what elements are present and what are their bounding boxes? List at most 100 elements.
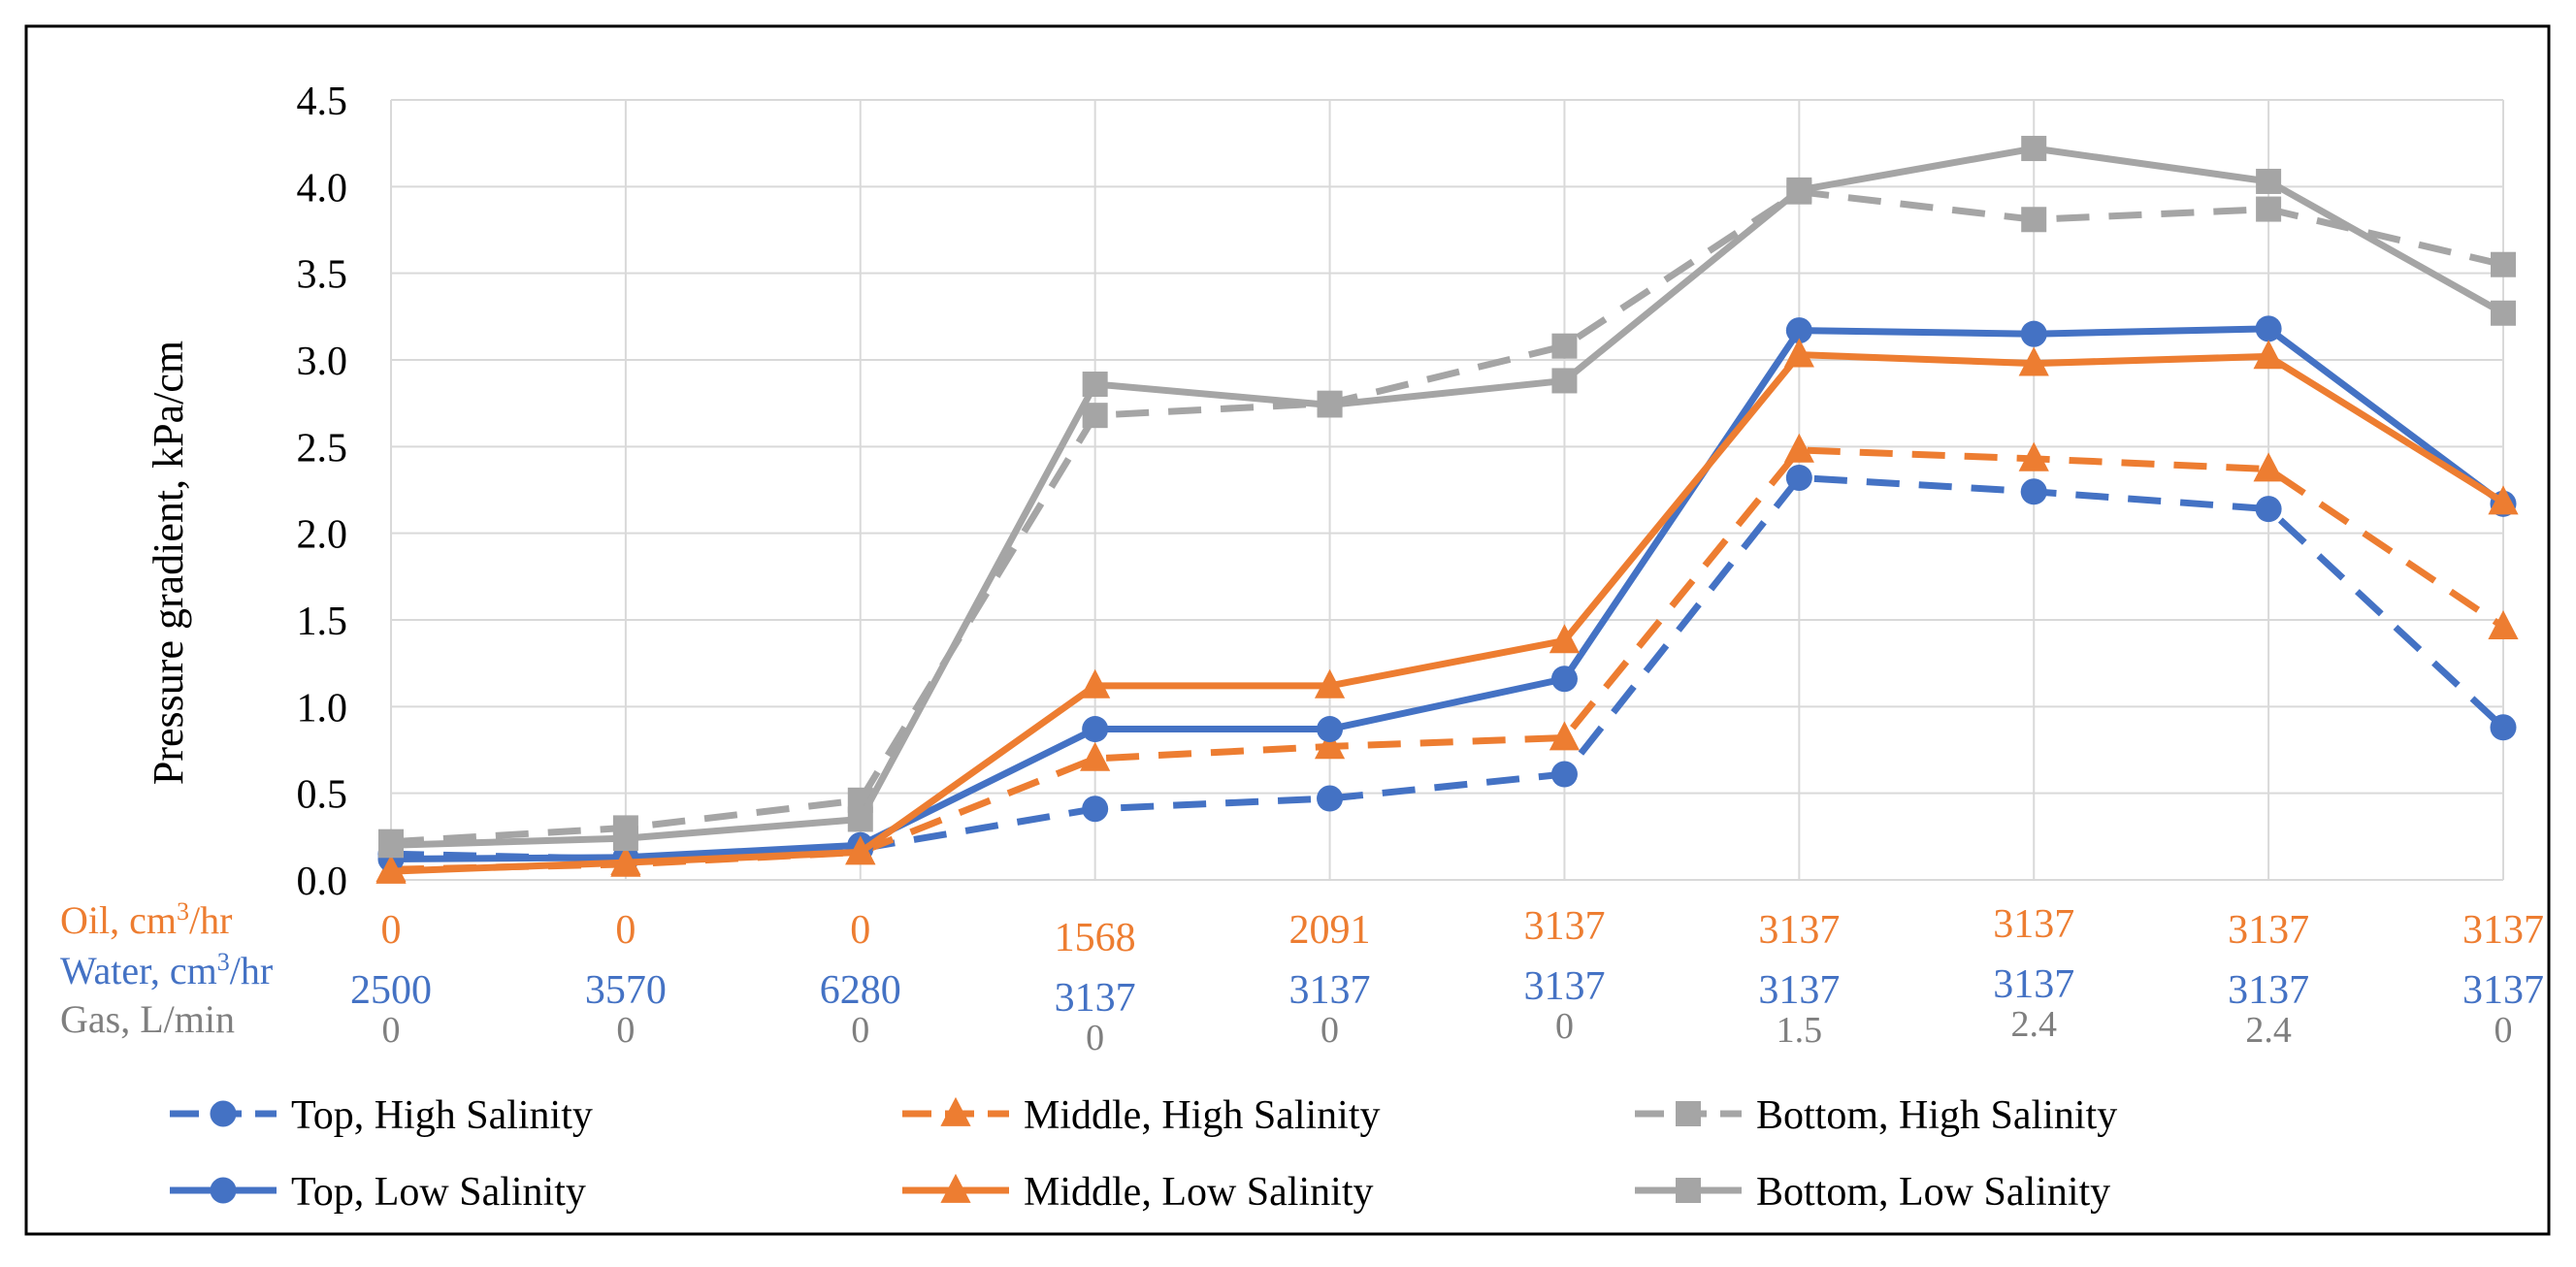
category-value: 3137	[2228, 968, 2309, 1013]
data-point	[2256, 168, 2282, 194]
category-table: Oil, cm3/hr 0 0 0 1568 2091 3137 3137 3137 3137 31…	[60, 897, 2544, 1059]
data-point	[1785, 317, 1812, 344]
y-tick-label: 4.0	[297, 166, 348, 211]
data-point	[2020, 478, 2047, 505]
legend-label: Middle, Low Salinity	[1024, 1170, 1374, 1215]
category-value: 3137	[1993, 902, 2074, 947]
category-value: 3137	[1758, 908, 1840, 953]
series-line	[390, 446, 2505, 873]
row-label-unit: /hr	[230, 949, 273, 992]
category-value: 0	[382, 1010, 401, 1051]
series-bottom-low-salinity	[378, 136, 2516, 859]
data-point	[1314, 668, 1346, 698]
data-point	[1082, 403, 1108, 429]
data-point	[845, 835, 876, 865]
legend-label: Bottom, High Salinity	[1756, 1093, 2117, 1138]
category-value: 0	[2494, 1010, 2513, 1051]
data-point	[2255, 315, 2282, 342]
category-value: 1.5	[1777, 1010, 1823, 1051]
legend-label: Bottom, Low Salinity	[1756, 1170, 2110, 1215]
data-point	[1549, 624, 1581, 654]
data-point	[2018, 441, 2049, 471]
legend-item: Top, Low Salinity	[170, 1170, 586, 1215]
data-point	[1551, 368, 1578, 394]
y-tick-label: 3.0	[297, 340, 348, 384]
row-label-superscript: 3	[177, 897, 189, 926]
data-point	[1317, 392, 1343, 418]
y-tick-label: 1.5	[297, 600, 348, 644]
data-point	[847, 806, 873, 832]
category-value: 1568	[1055, 916, 1136, 960]
data-point	[610, 845, 641, 876]
data-point	[2488, 485, 2519, 515]
category-value: 2091	[1289, 908, 1371, 953]
data-point	[1676, 1101, 1701, 1126]
category-value: 0	[1555, 1006, 1574, 1047]
row-label-superscript: 3	[217, 948, 230, 976]
data-point	[2018, 346, 2049, 376]
data-point	[1550, 666, 1578, 693]
y-tick-label: 2.5	[297, 426, 348, 471]
y-axis-ticks: 0.0 0.5 1.0 1.5 2.0 2.5 3.0 3.5 4.0 4.5	[297, 80, 348, 904]
row-label: Water, cm3/hr	[60, 948, 273, 993]
series-line	[390, 325, 2506, 863]
series-line	[390, 473, 2506, 863]
series-top-high-salinity	[377, 464, 2517, 873]
legend-item: Bottom, High Salinity	[1635, 1093, 2117, 1138]
data-point	[1082, 796, 1109, 823]
data-point	[2021, 136, 2047, 162]
data-point	[2021, 207, 2047, 233]
category-value: 3137	[2462, 968, 2544, 1013]
data-point	[2491, 251, 2516, 277]
data-point	[1317, 716, 1344, 743]
y-tick-label: 1.0	[297, 686, 348, 731]
data-point	[2256, 196, 2282, 222]
category-value: 0	[615, 908, 636, 953]
data-point	[2490, 714, 2517, 741]
legend-label: Top, Low Salinity	[291, 1170, 586, 1215]
y-tick-label: 2.0	[297, 513, 348, 558]
legend-item: Top, High Salinity	[170, 1093, 593, 1138]
data-point	[1550, 761, 1578, 788]
data-point	[940, 1173, 971, 1203]
category-value: 2500	[350, 968, 432, 1013]
data-point	[1783, 433, 1814, 463]
data-point	[1551, 333, 1578, 359]
legend-label: Top, High Salinity	[291, 1093, 593, 1138]
category-value: 3137	[1758, 968, 1840, 1013]
category-value: 3570	[585, 968, 667, 1013]
data-point	[210, 1177, 237, 1204]
category-value: 3137	[1055, 976, 1136, 1021]
y-tick-label: 0.0	[297, 860, 348, 904]
data-point	[940, 1096, 971, 1126]
category-value: 3137	[1523, 964, 1605, 1009]
data-point	[2255, 496, 2282, 523]
data-point	[2020, 320, 2047, 347]
data-series	[375, 136, 2519, 884]
legend-label: Middle, High Salinity	[1024, 1093, 1381, 1138]
y-tick-label: 3.5	[297, 253, 348, 298]
data-point	[2488, 609, 2519, 640]
category-value: 3137	[1289, 968, 1371, 1013]
data-point	[2253, 452, 2284, 482]
data-point	[378, 832, 404, 859]
series-middle-low-salinity	[375, 338, 2519, 884]
chart-frame	[24, 24, 2551, 1236]
data-point	[1786, 177, 1812, 203]
data-point	[1082, 716, 1109, 743]
category-value: 3137	[1993, 962, 2074, 1007]
series-line	[390, 145, 2505, 849]
category-value: 3137	[2462, 908, 2544, 953]
data-point	[1080, 741, 1111, 771]
data-point	[1314, 730, 1346, 760]
data-point	[1785, 464, 1812, 492]
data-point	[1317, 785, 1344, 812]
category-value: 0	[850, 908, 870, 953]
data-point	[612, 826, 638, 852]
row-label: Oil, cm3/hr	[60, 897, 232, 943]
data-point	[2253, 340, 2284, 370]
legend-item: Middle, Low Salinity	[902, 1170, 1374, 1215]
legend: Top, High Salinity Middle, High Salinity B…	[170, 1093, 2117, 1215]
data-point	[2491, 300, 2516, 326]
